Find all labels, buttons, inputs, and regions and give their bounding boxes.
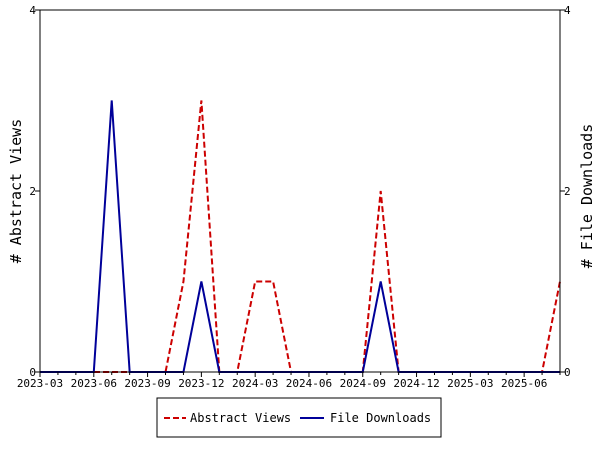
- x-tick-label: 2024-06: [286, 377, 332, 390]
- y-tick-label-right: 2: [564, 185, 571, 198]
- x-axis: 2023-03 2023-06 2023-09 2023-12 2024-03 2024-…: [17, 372, 561, 390]
- x-tick-label: 2023-03: [17, 377, 63, 390]
- y-tick-label-left: 2: [29, 185, 36, 198]
- legend-label-abstract-views: Abstract Views: [190, 411, 291, 425]
- plot-area: [40, 100, 561, 373]
- x-tick-label: 2023-06: [71, 377, 117, 390]
- x-tick-label: 2024-12: [393, 377, 439, 390]
- y-axis-left: 0 2 4: [29, 4, 40, 379]
- legend: Abstract Views File Downloads: [156, 397, 442, 438]
- y-axis-left-title: # Abstract Views: [7, 119, 25, 264]
- series-line-file-downloads: [40, 100, 560, 373]
- y-axis-right-title: # File Downloads: [578, 124, 596, 269]
- y-axis-right: 0 2 4: [560, 4, 571, 379]
- y-tick-label-right: 0: [564, 366, 571, 379]
- x-tick-label: 2024-09: [340, 377, 386, 390]
- legend-label-file-downloads: File Downloads: [330, 411, 431, 425]
- x-tick-label: 2025-03: [447, 377, 493, 390]
- y-tick-label-right: 4: [564, 4, 571, 17]
- y-tick-label-left: 4: [29, 4, 36, 17]
- legend-box: [156, 397, 442, 438]
- x-tick-label: 2024-03: [232, 377, 278, 390]
- y-tick-label-left: 0: [29, 366, 36, 379]
- x-tick-label: 2025-06: [501, 377, 547, 390]
- series-line-abstract-views: [40, 100, 561, 373]
- x-tick-label: 2023-09: [124, 377, 170, 390]
- x-tick-label: 2023-12: [178, 377, 224, 390]
